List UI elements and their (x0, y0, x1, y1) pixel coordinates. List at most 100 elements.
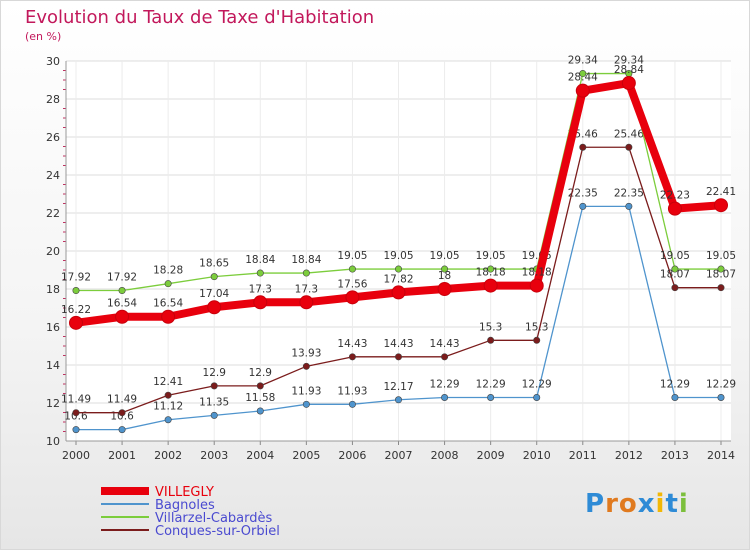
y-tick-label: 12 (46, 397, 60, 410)
data-point (164, 391, 172, 399)
data-point (207, 300, 222, 315)
data-label: 19.05 (660, 250, 690, 262)
data-point (348, 353, 356, 361)
data-point (161, 309, 176, 324)
data-point (210, 273, 218, 281)
y-tick-label: 22 (46, 207, 60, 220)
logo-letter: o (618, 489, 638, 519)
x-tick-label: 2006 (338, 449, 366, 462)
chart-title: Evolution du Taux de Taxe d'Habitation (25, 7, 375, 28)
data-label: 17.92 (107, 272, 137, 284)
data-point (487, 265, 495, 273)
data-point (299, 295, 314, 310)
data-point (256, 382, 264, 390)
data-label: 11.35 (199, 396, 229, 408)
data-point (118, 426, 126, 434)
data-point (717, 393, 725, 401)
data-point (579, 143, 587, 151)
data-point (487, 336, 495, 344)
data-label: 12.29 (706, 378, 736, 390)
data-point (256, 407, 264, 415)
data-label: 11.49 (107, 394, 137, 406)
data-point (164, 280, 172, 288)
data-label: 19.05 (476, 250, 506, 262)
data-point (441, 265, 449, 273)
data-point (621, 76, 636, 91)
data-point (118, 287, 126, 295)
data-label: 17.04 (199, 288, 229, 300)
data-point (348, 265, 356, 273)
data-point (210, 382, 218, 390)
data-point (256, 269, 264, 277)
logo-letter: i (678, 489, 689, 519)
data-label: 12.29 (660, 378, 690, 390)
data-label: 18.07 (706, 269, 736, 281)
data-label: 10.6 (110, 411, 134, 423)
data-point (483, 278, 498, 293)
data-label: 12.9 (249, 367, 272, 379)
data-point (671, 284, 679, 292)
data-label: 25.46 (614, 128, 644, 140)
data-point (667, 201, 682, 216)
x-tick-label: 2000 (62, 449, 90, 462)
x-tick-label: 2007 (385, 449, 413, 462)
x-tick-label: 2009 (477, 449, 505, 462)
data-label: 22.35 (568, 187, 598, 199)
data-label: 11.49 (61, 394, 91, 406)
data-point (717, 265, 725, 273)
data-label: 15.3 (525, 321, 548, 333)
data-label: 18.07 (660, 269, 690, 281)
y-tick-label: 26 (46, 131, 60, 144)
x-tick-label: 2010 (523, 449, 551, 462)
legend-label: Villarzel-Cabardès (155, 511, 273, 526)
data-label: 28.44 (568, 72, 598, 84)
data-label: 18 (438, 270, 451, 282)
data-point (302, 362, 310, 370)
y-tick-label: 24 (46, 169, 60, 182)
data-label: 18.28 (153, 265, 183, 277)
data-point (302, 400, 310, 408)
chart-subtitle: (en %) (25, 30, 62, 43)
legend-label: Bagnoles (155, 498, 215, 513)
y-tick-label: 20 (46, 245, 60, 258)
data-label: 12.9 (203, 367, 226, 379)
data-point (533, 336, 541, 344)
data-label: 17.82 (383, 273, 413, 285)
data-label: 16.22 (61, 304, 91, 316)
data-label: 12.29 (522, 378, 552, 390)
data-label: 16.54 (153, 298, 183, 310)
data-point (391, 285, 406, 300)
data-point (115, 309, 130, 324)
data-label: 16.54 (107, 298, 137, 310)
data-point (529, 278, 544, 293)
data-label: 18.18 (476, 267, 506, 279)
data-point (441, 353, 449, 361)
x-tick-label: 2002 (154, 449, 182, 462)
logo-letter: t (665, 489, 679, 519)
data-label: 29.34 (568, 55, 598, 67)
data-point (302, 269, 310, 277)
data-point (118, 409, 126, 417)
data-point (394, 396, 402, 404)
data-point (671, 265, 679, 273)
x-tick-label: 2004 (246, 449, 274, 462)
data-point (437, 282, 452, 296)
data-point (625, 143, 633, 151)
data-label: 17.56 (337, 278, 367, 290)
data-point (394, 353, 402, 361)
y-tick-label: 30 (46, 55, 60, 68)
logo-letter: r (605, 489, 619, 519)
data-label: 14.43 (383, 338, 413, 350)
data-label: 22.35 (614, 187, 644, 199)
data-point (164, 416, 172, 424)
data-label: 11.93 (291, 385, 321, 397)
data-label: 12.17 (383, 381, 413, 393)
data-label: 11.93 (337, 385, 367, 397)
data-point (441, 393, 449, 401)
data-label: 17.3 (295, 283, 318, 295)
x-tick-label: 2014 (707, 449, 735, 462)
y-tick-label: 10 (46, 435, 60, 448)
logo-letter: i (655, 489, 666, 519)
data-label: 12.41 (153, 376, 183, 388)
